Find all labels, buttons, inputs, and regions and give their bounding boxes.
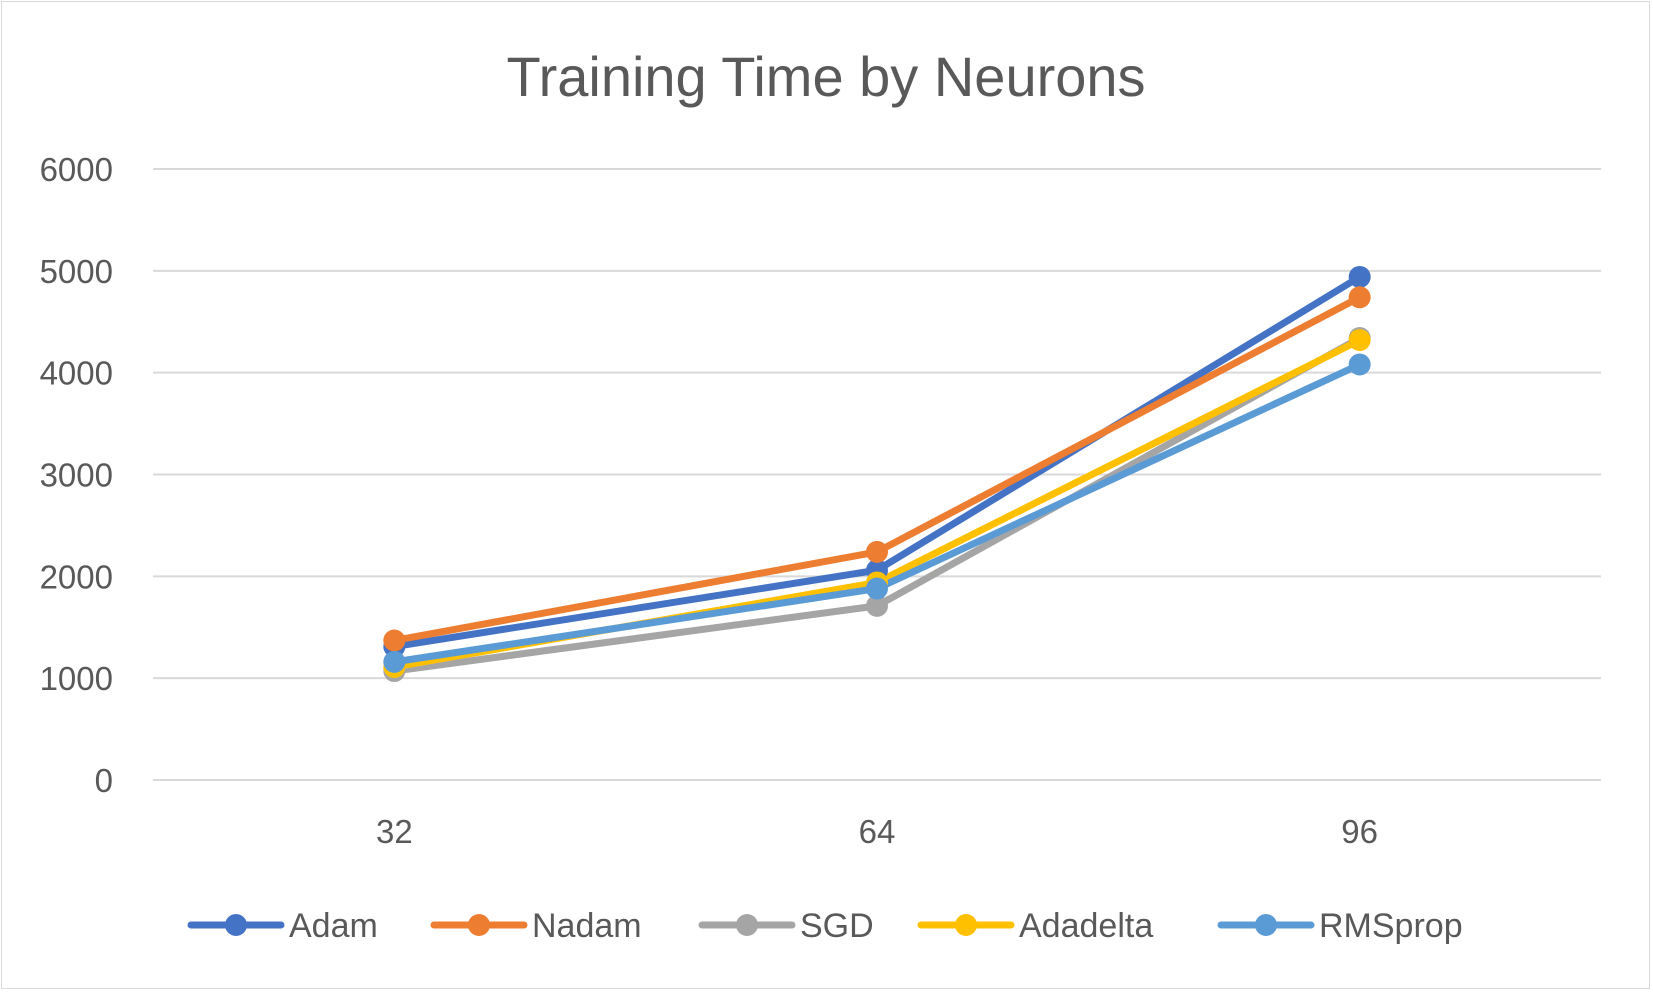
legend-item-nadam: Nadam <box>430 907 642 945</box>
x-tick-label: 96 <box>1341 813 1378 850</box>
y-tick-label: 6000 <box>40 151 113 188</box>
y-tick-label: 1000 <box>40 660 113 697</box>
gridlines <box>153 168 1601 781</box>
legend-label: Adam <box>289 907 378 945</box>
legend-item-rmsprop: RMSprop <box>1217 907 1463 945</box>
legend-label: Nadam <box>532 907 642 945</box>
legend-item-adadelta: Adadelta <box>917 907 1153 945</box>
y-tick-label: 2000 <box>40 558 113 595</box>
data-point-adadelta <box>1348 329 1371 352</box>
legend-swatch-marker <box>468 914 490 936</box>
legend-swatch-marker <box>225 914 247 936</box>
series-points <box>383 265 1371 683</box>
legend-label: Adadelta <box>1019 907 1153 945</box>
data-point-rmsprop <box>383 650 406 673</box>
data-point-rmsprop <box>866 577 888 600</box>
chart-title: Training Time by Neurons <box>506 45 1145 108</box>
y-tick-label: 5000 <box>40 253 113 290</box>
data-point-nadam <box>1348 286 1371 309</box>
data-point-sgd <box>866 594 888 617</box>
legend-label: SGD <box>800 907 874 945</box>
y-tick-label: 0 <box>95 762 113 799</box>
x-axis-ticks: 32 64 96 <box>376 813 1378 850</box>
data-point-adam <box>1348 265 1371 288</box>
legend-item-adam: Adam <box>187 907 378 945</box>
legend: Adam Nadam SGD Adadelta RMSprop <box>187 907 1463 945</box>
legend-swatch-marker <box>736 914 758 936</box>
y-axis-ticks: 0 1000 2000 3000 4000 5000 6000 <box>40 151 113 799</box>
legend-swatch-marker <box>955 914 977 936</box>
data-point-nadam <box>383 629 406 652</box>
y-tick-label: 4000 <box>40 355 113 392</box>
data-point-rmsprop <box>1348 353 1371 376</box>
y-tick-label: 3000 <box>40 457 113 494</box>
x-tick-label: 32 <box>376 813 413 850</box>
data-point-nadam <box>866 540 888 563</box>
legend-swatch-marker <box>1255 914 1277 936</box>
x-tick-label: 64 <box>859 813 896 850</box>
series-line-adadelta <box>390 336 1364 671</box>
legend-label: RMSprop <box>1319 907 1463 945</box>
legend-item-sgd: SGD <box>698 907 874 945</box>
